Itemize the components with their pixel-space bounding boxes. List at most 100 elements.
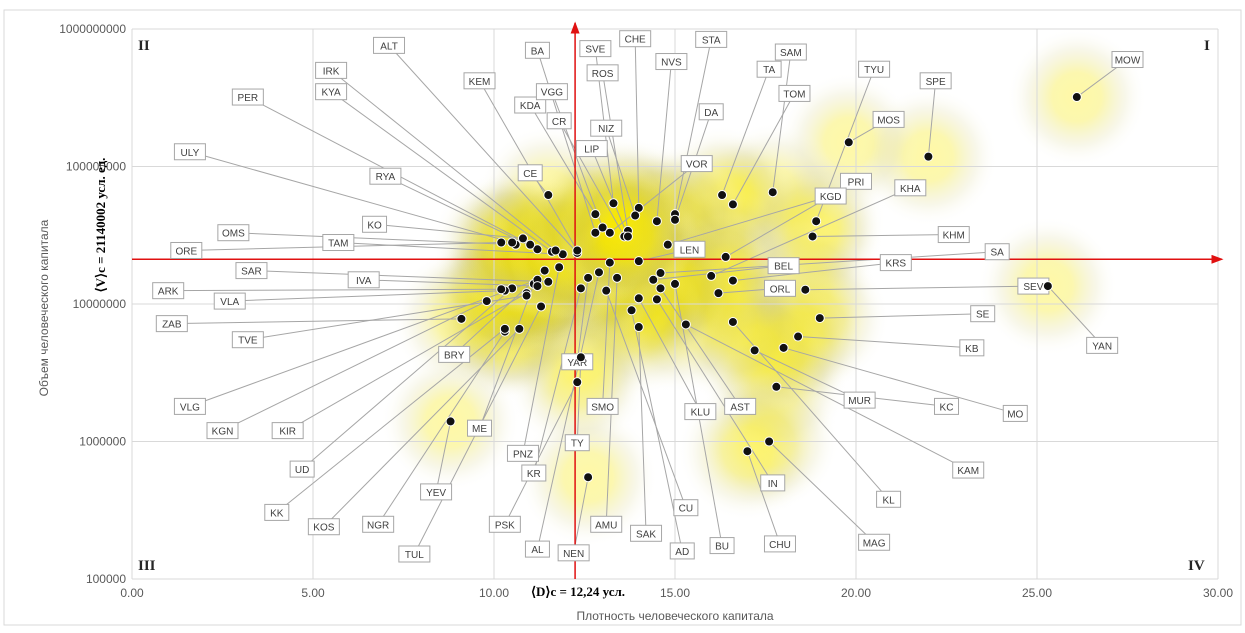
leader-ty bbox=[576, 357, 582, 443]
region-label-text: AL bbox=[531, 545, 544, 556]
x-axis-title: Плотность человеческого капитала bbox=[576, 609, 773, 623]
region-label-text: ME bbox=[472, 424, 487, 435]
region-label-text: AST bbox=[730, 402, 749, 413]
region-label-text: TUL bbox=[405, 550, 424, 561]
region-label-box bbox=[467, 419, 493, 437]
region-label-box bbox=[843, 391, 876, 409]
region-label-ad: AD bbox=[669, 542, 695, 560]
point-yan bbox=[1042, 281, 1053, 292]
point-bry bbox=[539, 265, 550, 276]
region-label-ngr: NGR bbox=[362, 515, 395, 533]
region-label-box bbox=[590, 515, 623, 533]
point-klu bbox=[633, 293, 644, 304]
region-label-text: SAK bbox=[636, 529, 656, 540]
point-bel bbox=[648, 274, 659, 285]
region-label-text: NVS bbox=[661, 58, 682, 69]
region-label-box bbox=[1086, 336, 1119, 354]
region-label-text: KR bbox=[527, 469, 541, 480]
point-amu bbox=[612, 272, 623, 283]
mean-y-label: ⟨V⟩c = 21140002 усл. ед. bbox=[93, 158, 108, 293]
leader-al bbox=[536, 272, 600, 550]
region-label-text: CHE bbox=[625, 35, 646, 46]
point-da bbox=[670, 214, 680, 225]
region-label-oms: OMS bbox=[217, 224, 250, 242]
leader-yar bbox=[576, 277, 589, 362]
point-ta bbox=[717, 190, 728, 201]
leader-nen bbox=[573, 477, 589, 553]
region-label-box bbox=[155, 315, 188, 333]
region-label-ore: ORE bbox=[170, 241, 203, 259]
region-label-text: SA bbox=[991, 248, 1005, 259]
region-label-text: ULY bbox=[181, 148, 200, 159]
y-tick-label: 1000000000 bbox=[59, 22, 126, 36]
region-label-ta: TA bbox=[756, 60, 782, 78]
leader-ros bbox=[602, 72, 629, 232]
point-mo bbox=[778, 342, 789, 353]
region-label-text: BU bbox=[715, 542, 729, 553]
region-label-text: YEV bbox=[426, 488, 446, 499]
leader-vor bbox=[609, 163, 698, 234]
region-label-che: CHE bbox=[619, 30, 652, 48]
region-label-box bbox=[463, 72, 496, 90]
point-irk bbox=[550, 245, 561, 256]
region-label-tam: TAM bbox=[322, 234, 355, 252]
point-nvs bbox=[651, 216, 662, 227]
region-label-ark: ARK bbox=[152, 282, 185, 300]
x-tick-label: 5.00 bbox=[301, 586, 325, 600]
region-label-text: KL bbox=[882, 495, 895, 506]
leader-vlg bbox=[189, 279, 538, 407]
region-label-kos: KOS bbox=[307, 518, 340, 536]
region-label-box bbox=[271, 422, 304, 440]
point-in bbox=[651, 294, 662, 305]
region-label-box bbox=[879, 254, 912, 272]
region-label-text: SPE bbox=[926, 77, 946, 88]
region-label-text: AMU bbox=[595, 520, 617, 531]
region-label-krs: KRS bbox=[879, 254, 912, 272]
point-orl bbox=[713, 288, 724, 299]
leader-cr bbox=[558, 120, 625, 237]
y-axis-title: Объем человеческого капитала bbox=[37, 219, 51, 396]
leader-sta bbox=[674, 39, 712, 215]
region-label-text: NEN bbox=[563, 549, 584, 560]
region-label-text: TYU bbox=[864, 65, 884, 76]
region-label-sve: SVE bbox=[579, 40, 612, 58]
region-label-box bbox=[231, 331, 264, 349]
region-label-box bbox=[756, 60, 782, 78]
region-label-text: PSK bbox=[495, 520, 515, 531]
point-sa bbox=[655, 268, 666, 279]
region-label-box bbox=[521, 464, 547, 482]
region-label-bel: BEL bbox=[767, 257, 800, 275]
region-label-per: PER bbox=[231, 88, 264, 106]
y-tick-label: 100000 bbox=[86, 572, 126, 586]
region-label-text: SEV bbox=[1023, 282, 1043, 293]
point-zab bbox=[456, 313, 467, 324]
region-label-text: KB bbox=[965, 344, 979, 355]
region-label-box bbox=[506, 444, 539, 462]
region-label-kc: KC bbox=[934, 397, 959, 415]
leader-kos bbox=[323, 328, 520, 528]
region-label-box bbox=[669, 542, 695, 560]
region-label-text: BRY bbox=[444, 350, 465, 361]
region-label-box bbox=[840, 172, 872, 190]
region-label-text: SAM bbox=[780, 48, 802, 59]
point-kk bbox=[499, 323, 510, 334]
point-lip bbox=[622, 231, 633, 242]
quadrant-label-IV: IV bbox=[1188, 558, 1205, 574]
region-label-box bbox=[684, 403, 717, 421]
region-label-box bbox=[586, 397, 619, 415]
point-chu bbox=[742, 446, 753, 457]
region-label-box bbox=[575, 140, 608, 158]
region-label-pnz: PNZ bbox=[506, 444, 539, 462]
region-label-box bbox=[315, 61, 348, 79]
region-label-text: NIZ bbox=[598, 124, 614, 135]
region-label-box bbox=[1002, 404, 1028, 422]
leader-sar bbox=[251, 270, 549, 283]
point-sar bbox=[543, 276, 554, 287]
region-label-mo: MO bbox=[1002, 404, 1028, 422]
point-kb bbox=[793, 331, 804, 342]
region-label-box bbox=[362, 515, 395, 533]
region-label-box bbox=[698, 103, 724, 121]
region-label-bry: BRY bbox=[438, 345, 471, 363]
region-label-text: VLA bbox=[220, 297, 239, 308]
